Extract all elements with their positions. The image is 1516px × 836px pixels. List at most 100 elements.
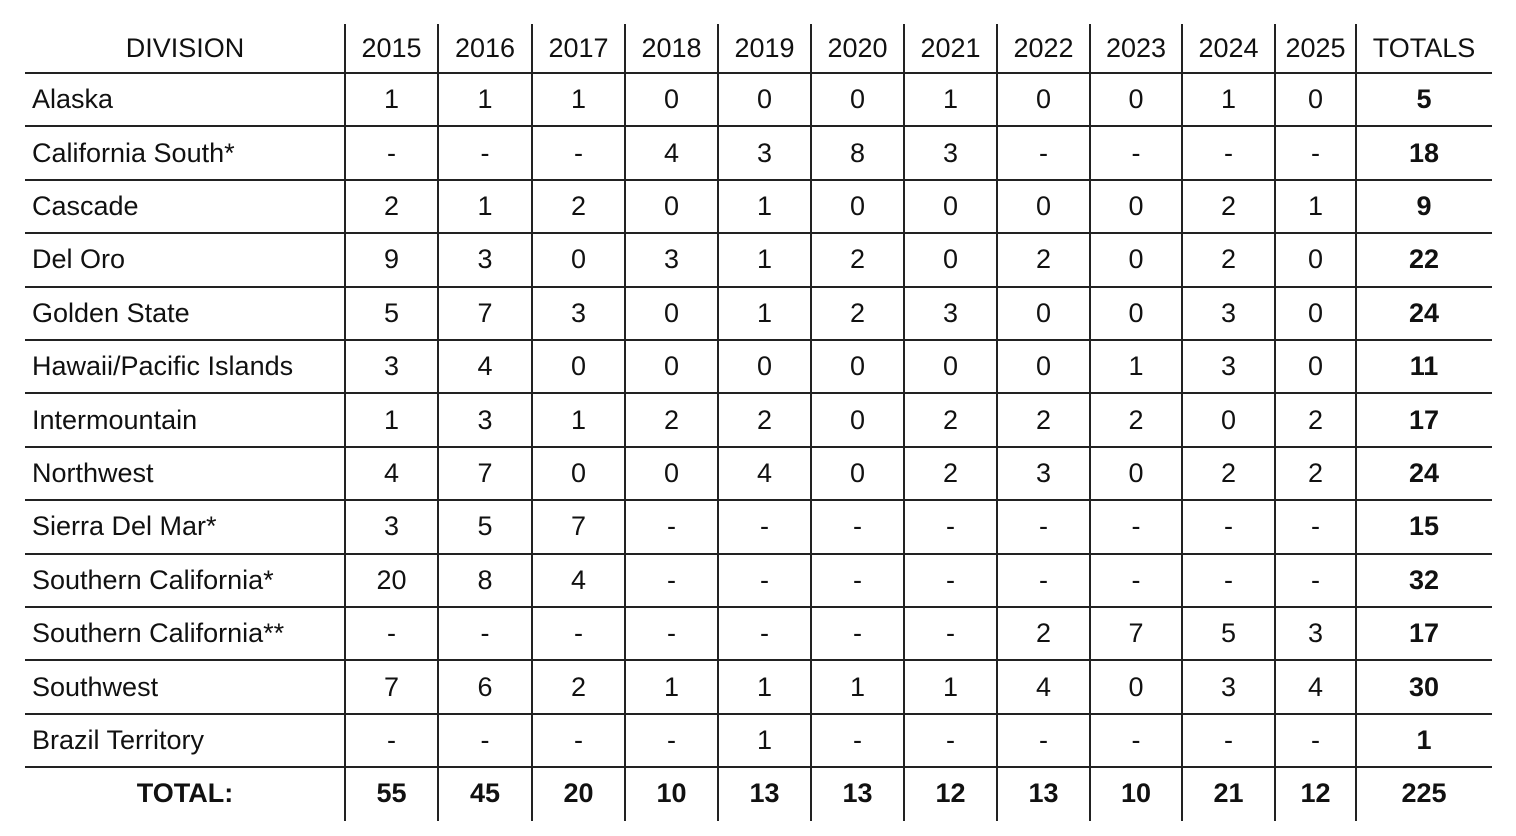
count-cell: 30 — [1408, 671, 1440, 702]
division-name: Alaska — [32, 84, 114, 115]
count-cell: 0 — [942, 351, 959, 382]
count-cell: 0 — [1307, 244, 1324, 275]
count-cell: - — [1311, 511, 1320, 542]
count-cell: 0 — [1307, 84, 1324, 115]
count-cell: 6 — [477, 671, 493, 702]
count-cell: 1 — [1416, 724, 1432, 755]
count-cell: - — [574, 724, 583, 755]
count-cell: - — [1131, 137, 1141, 168]
count-cell: 1 — [477, 84, 493, 115]
count-cell: 17 — [1408, 404, 1440, 435]
header-cell: 2017 — [548, 33, 609, 63]
count-cell: - — [946, 564, 955, 595]
count-cell: 0 — [663, 84, 680, 115]
count-cell: 2 — [942, 404, 959, 435]
count-cell: - — [667, 618, 676, 649]
total-cell: 55 — [376, 778, 407, 809]
header-cell: 2020 — [827, 33, 888, 63]
count-cell: 1 — [663, 671, 680, 702]
count-cell: - — [1224, 724, 1233, 755]
column-divider — [1355, 24, 1357, 821]
count-cell: 2 — [383, 190, 400, 221]
count-cell: 2 — [942, 457, 959, 488]
count-cell: 2 — [1220, 457, 1237, 488]
division-name: Southwest — [32, 671, 159, 702]
count-cell: 1 — [756, 724, 773, 755]
count-cell: - — [667, 564, 676, 595]
count-cell: 7 — [1128, 618, 1144, 649]
count-cell: - — [760, 564, 769, 595]
count-cell: 4 — [1035, 671, 1052, 702]
count-cell: 4 — [570, 564, 587, 595]
count-cell: 0 — [663, 457, 680, 488]
row-divider — [25, 499, 1492, 502]
total-cell: 225 — [1401, 778, 1447, 809]
count-cell: - — [1039, 724, 1048, 755]
count-cell: - — [480, 618, 490, 649]
row-divider — [25, 659, 1492, 662]
count-cell: 3 — [1307, 618, 1324, 649]
column-divider — [717, 24, 719, 821]
row-divider — [25, 392, 1492, 395]
header-cell: 2021 — [920, 33, 981, 63]
count-cell: 0 — [1128, 671, 1144, 702]
count-cell: 0 — [1035, 351, 1052, 382]
count-cell: 24 — [1408, 457, 1440, 488]
count-cell: 1 — [756, 297, 773, 328]
count-cell: 3 — [477, 244, 493, 275]
count-cell: 1 — [383, 84, 400, 115]
count-cell: 1 — [570, 404, 587, 435]
count-cell: 0 — [849, 404, 866, 435]
count-cell: 1 — [756, 190, 773, 221]
count-cell: 20 — [376, 564, 407, 595]
count-cell: - — [1039, 137, 1048, 168]
count-cell: - — [1039, 564, 1048, 595]
header-cell: 2019 — [734, 33, 795, 63]
count-cell: 0 — [756, 84, 773, 115]
count-cell: 4 — [477, 351, 493, 382]
count-cell: 2 — [570, 190, 587, 221]
division-name: Del Oro — [32, 244, 126, 275]
header-cell: 2015 — [361, 33, 422, 63]
count-cell: - — [480, 137, 490, 168]
count-cell: 7 — [477, 297, 493, 328]
total-cell: 10 — [1120, 778, 1152, 809]
count-cell: 0 — [663, 351, 680, 382]
total-cell: TOTAL: — [136, 778, 234, 809]
count-cell: 17 — [1408, 618, 1440, 649]
count-cell: 3 — [663, 244, 680, 275]
count-cell: 1 — [1307, 190, 1324, 221]
count-cell: 1 — [756, 671, 773, 702]
count-cell: 7 — [383, 671, 400, 702]
count-cell: 1 — [849, 671, 866, 702]
count-cell: 3 — [570, 297, 587, 328]
division-name: Golden State — [32, 297, 190, 328]
count-cell: - — [667, 511, 676, 542]
total-cell: 45 — [469, 778, 501, 809]
count-cell: 8 — [477, 564, 493, 595]
count-cell: - — [1131, 564, 1141, 595]
header-cell: TOTALS — [1372, 33, 1476, 63]
column-divider — [996, 24, 998, 821]
count-cell: - — [760, 618, 769, 649]
count-cell: 0 — [1128, 190, 1144, 221]
count-cell: - — [387, 137, 396, 168]
count-cell: 0 — [570, 351, 587, 382]
column-divider — [531, 24, 533, 821]
header-cell: 2018 — [641, 33, 702, 63]
row-divider — [25, 232, 1492, 235]
total-cell: 13 — [1028, 778, 1059, 809]
count-cell: 0 — [570, 457, 587, 488]
count-cell: 11 — [1409, 351, 1439, 382]
count-cell: 7 — [477, 457, 493, 488]
division-name: Intermountain — [32, 404, 198, 435]
count-cell: 3 — [1220, 671, 1237, 702]
row-divider — [25, 766, 1492, 769]
count-cell: 5 — [1220, 618, 1237, 649]
header-cell: 2023 — [1105, 33, 1167, 63]
count-cell: - — [946, 511, 955, 542]
count-cell: 3 — [756, 137, 773, 168]
count-cell: 0 — [942, 244, 959, 275]
count-cell: 3 — [1035, 457, 1052, 488]
